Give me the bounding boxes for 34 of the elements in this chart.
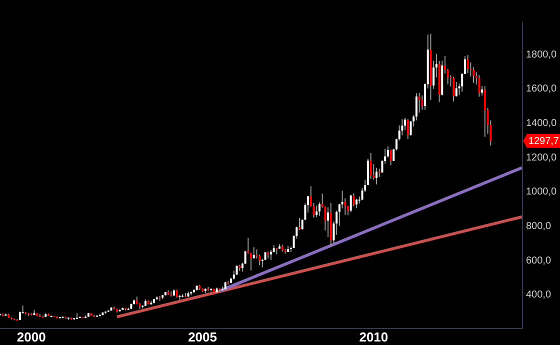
candlestick bbox=[376, 167, 378, 185]
text: 1297,7 bbox=[528, 136, 560, 148]
y-tick-label: 1000,0 bbox=[526, 186, 558, 198]
candlestick bbox=[270, 249, 272, 261]
candlestick bbox=[478, 74, 480, 98]
candlestick bbox=[484, 86, 486, 138]
y-tick-label: 600,0 bbox=[526, 255, 552, 266]
candlestick bbox=[466, 54, 469, 74]
x-tick-label: 2005 bbox=[188, 329, 217, 344]
candlestick bbox=[236, 264, 238, 276]
y-tick-label: 800,0 bbox=[526, 220, 552, 232]
candlestick bbox=[356, 198, 358, 209]
candlestick bbox=[455, 82, 458, 98]
candlestick bbox=[421, 94, 424, 110]
candlestick bbox=[327, 206, 330, 238]
y-tick-label: 400,0 bbox=[526, 290, 552, 301]
candlestick bbox=[76, 312, 78, 319]
y-tick-label: 1400,0 bbox=[526, 118, 558, 130]
candlestick bbox=[252, 246, 255, 260]
y-tick-label: 1200,0 bbox=[526, 152, 558, 164]
candlestick bbox=[406, 118, 409, 140]
y-tick-label: 1600,0 bbox=[526, 84, 558, 95]
candlestick bbox=[472, 66, 475, 84]
x-tick-label: 2010 bbox=[359, 329, 388, 344]
candlestick bbox=[481, 86, 484, 96]
candlestick bbox=[316, 205, 318, 218]
candlestick bbox=[370, 152, 372, 180]
candlestick bbox=[418, 92, 420, 114]
x-tick-label: 2000 bbox=[16, 329, 46, 344]
candlestick bbox=[350, 194, 352, 213]
y-tick-label: 1800,0 bbox=[526, 49, 558, 60]
candlestick bbox=[390, 149, 392, 166]
candlestick bbox=[378, 168, 380, 178]
candlestick bbox=[452, 76, 455, 102]
